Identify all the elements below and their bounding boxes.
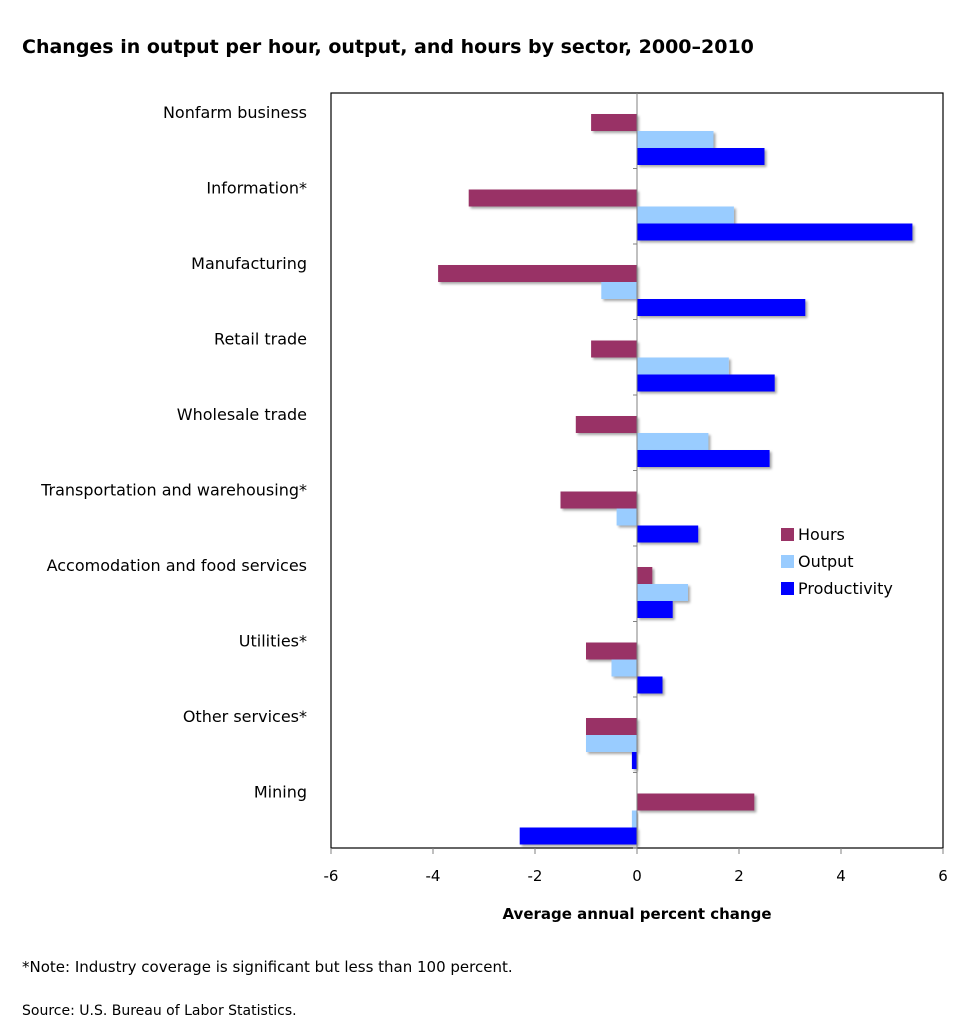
bar-output-5 — [616, 508, 637, 526]
bar-productivity-6 — [637, 601, 673, 618]
category-label: Utilities* — [239, 632, 307, 651]
bar-hours-8 — [586, 718, 637, 735]
x-tick-label: -2 — [528, 867, 543, 885]
bar-productivity-2 — [637, 299, 806, 316]
category-label: Wholesale trade — [177, 405, 307, 424]
bar-hours-2 — [438, 265, 637, 282]
legend-swatch-hours — [781, 528, 794, 541]
bar-output-7 — [611, 659, 637, 677]
x-tick-label: -4 — [426, 867, 441, 885]
bar-output-8 — [586, 735, 637, 752]
bar-productivity-9 — [519, 827, 637, 845]
y-axis: Nonfarm business Information* Manufacturin… — [40, 103, 307, 802]
category-label: Manufacturing — [191, 254, 307, 273]
bar-productivity-0 — [637, 148, 765, 165]
footnote: *Note: Industry coverage is significant … — [22, 958, 513, 976]
category-label: Other services* — [183, 707, 307, 726]
bars-group — [438, 114, 913, 849]
bar-output-4 — [637, 433, 709, 450]
bar-output-2 — [601, 282, 637, 299]
category-label: Information* — [206, 179, 307, 198]
bar-output-6 — [637, 584, 688, 601]
bar-hours-4 — [575, 416, 637, 433]
bar-productivity-8 — [631, 752, 637, 769]
chart-title: Changes in output per hour, output, and … — [22, 36, 754, 58]
legend-label-output: Output — [798, 552, 854, 571]
bar-output-3 — [637, 357, 729, 375]
bar-output-0 — [637, 131, 714, 148]
bar-output-9 — [631, 810, 637, 828]
bar-hours-1 — [468, 189, 637, 207]
bar-productivity-7 — [637, 676, 663, 694]
bar-hours-3 — [591, 340, 637, 358]
bar-hours-9 — [637, 793, 755, 811]
bar-hours-5 — [560, 491, 637, 509]
category-label: Retail trade — [214, 330, 307, 349]
x-tick-label: 0 — [632, 867, 642, 885]
legend-swatch-productivity — [781, 582, 794, 595]
legend-label-hours: Hours — [798, 525, 845, 544]
category-label: Accomodation and food services — [47, 556, 307, 575]
legend-label-productivity: Productivity — [798, 579, 893, 598]
category-label: Mining — [254, 783, 307, 802]
bar-productivity-1 — [637, 223, 913, 241]
legend: Hours Output Productivity — [781, 525, 893, 598]
category-label: Transportation and warehousing* — [40, 481, 307, 500]
bar-hours-7 — [586, 642, 637, 660]
bar-hours-0 — [591, 114, 637, 131]
bar-output-1 — [637, 206, 734, 224]
x-tick-label: -6 — [324, 867, 339, 885]
x-tick-label: 2 — [734, 867, 744, 885]
source-note: Source: U.S. Bureau of Labor Statistics. — [22, 1003, 297, 1019]
x-axis-label: Average annual percent change — [502, 905, 771, 923]
category-label: Nonfarm business — [163, 103, 307, 122]
x-axis: -6 -4 -2 0 2 4 6 — [324, 848, 948, 885]
bar-productivity-3 — [637, 374, 775, 392]
bar-productivity-4 — [637, 450, 770, 467]
bar-productivity-5 — [637, 525, 699, 543]
x-tick-label: 6 — [938, 867, 948, 885]
legend-swatch-output — [781, 555, 794, 568]
x-tick-label: 4 — [836, 867, 846, 885]
bar-hours-6 — [637, 567, 653, 584]
